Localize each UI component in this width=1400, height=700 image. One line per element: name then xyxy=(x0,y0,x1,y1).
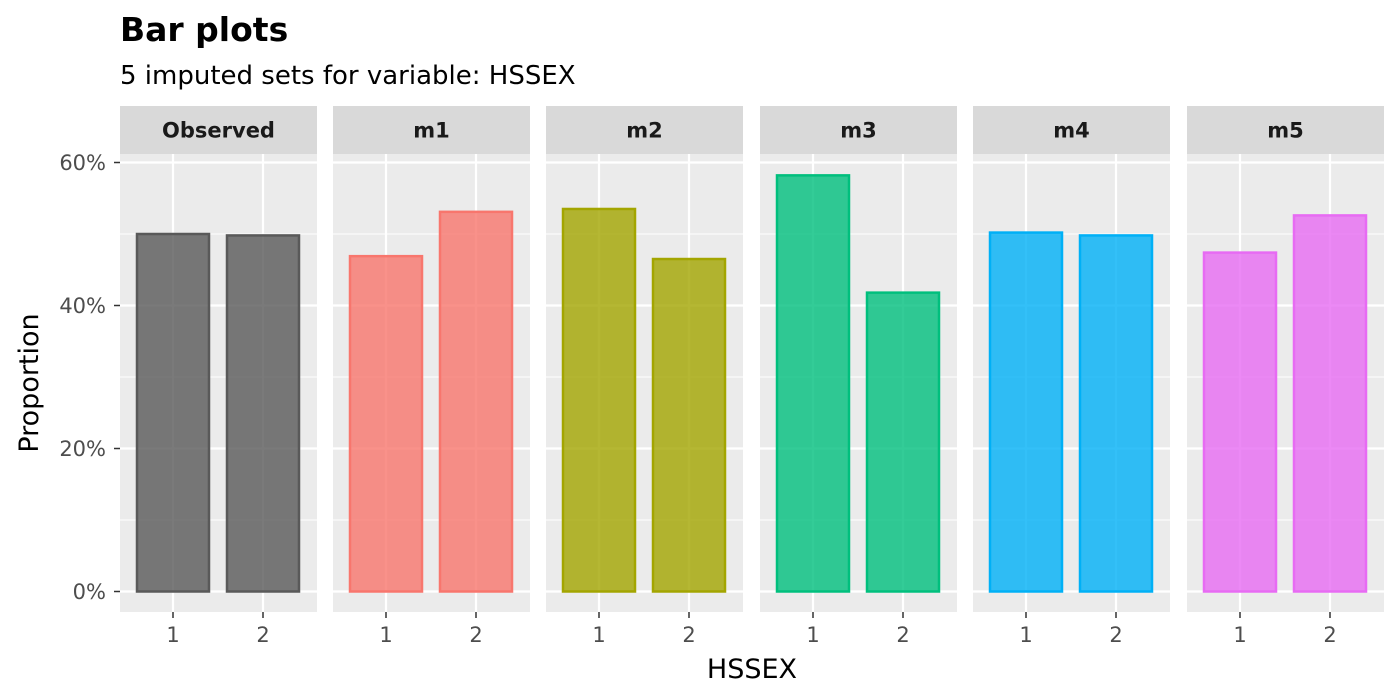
x-tick-label: 2 xyxy=(1109,623,1122,647)
y-axis-title: Proportion xyxy=(14,313,45,452)
bar xyxy=(775,174,851,593)
facet-strip-label: m2 xyxy=(626,119,663,143)
y-tick-label: 20% xyxy=(59,437,106,461)
facet-strip xyxy=(1187,106,1384,154)
y-axis: 0% 20% 40% 60% xyxy=(59,151,120,604)
x-tick-label: 2 xyxy=(896,623,909,647)
facet-strip xyxy=(546,106,743,154)
chart-subtitle: 5 imputed sets for variable: HSSEX xyxy=(120,61,576,91)
x-tick-label: 1 xyxy=(166,623,179,647)
bar xyxy=(348,254,424,593)
facet-strip-label: m1 xyxy=(413,119,450,143)
x-axis-title: HSSEX xyxy=(707,654,797,685)
bar xyxy=(1078,234,1154,593)
y-tick-label: 0% xyxy=(73,580,106,604)
facet-panel: Observed 1 2 xyxy=(120,106,317,647)
x-tick-label: 1 xyxy=(379,623,392,647)
x-tick-label: 2 xyxy=(682,623,695,647)
facet-panel: m5 1 2 xyxy=(1187,106,1384,647)
facet-strip xyxy=(760,106,957,154)
facet-strip xyxy=(973,106,1170,154)
x-tick-label: 1 xyxy=(806,623,819,647)
facet-panels: Observed 1 2 m1 1 2 m2 1 2 m3 1 2 m4 1 2 m5 1 2 xyxy=(120,106,1384,647)
bar xyxy=(1202,251,1278,593)
facet-strip-label: m3 xyxy=(840,119,877,143)
bar xyxy=(438,210,514,593)
facet-panel: m1 1 2 xyxy=(333,106,530,647)
facet-panel: m2 1 2 xyxy=(546,106,743,647)
chart-title: Bar plots xyxy=(120,10,288,49)
facet-strip xyxy=(333,106,530,154)
facet-strip xyxy=(120,106,317,154)
x-tick-label: 1 xyxy=(592,623,605,647)
x-tick-label: 1 xyxy=(1233,623,1246,647)
bar xyxy=(135,232,211,593)
x-tick-label: 2 xyxy=(469,623,482,647)
bar xyxy=(1292,214,1368,593)
bar xyxy=(225,234,301,593)
facet-panel: m4 1 2 xyxy=(973,106,1170,647)
bar xyxy=(988,231,1064,593)
x-tick-label: 1 xyxy=(1019,623,1032,647)
y-tick-label: 40% xyxy=(59,294,106,318)
facet-strip-label: m4 xyxy=(1053,119,1090,143)
y-tick-label: 60% xyxy=(59,151,106,175)
bar xyxy=(651,257,727,593)
bar xyxy=(561,207,637,593)
bar xyxy=(865,291,941,593)
facet-strip-label: m5 xyxy=(1267,119,1304,143)
facet-strip-label: Observed xyxy=(162,119,275,143)
x-tick-label: 2 xyxy=(1323,623,1336,647)
facet-panel: m3 1 2 xyxy=(760,106,957,647)
x-tick-label: 2 xyxy=(256,623,269,647)
